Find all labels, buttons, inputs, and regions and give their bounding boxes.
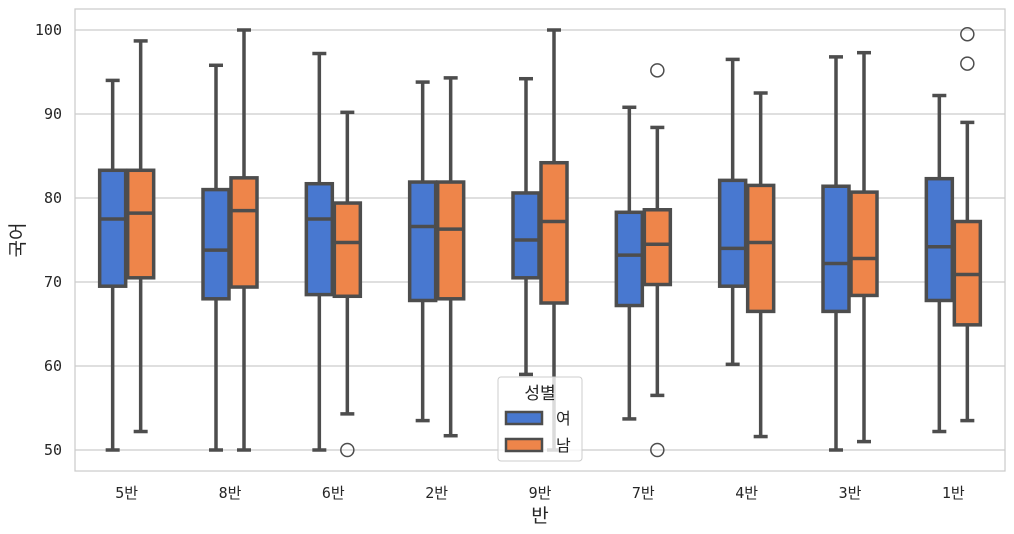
y-tick-label: 60	[44, 357, 62, 375]
box-남-6반	[332, 110, 363, 458]
x-tick-label: 1반	[942, 484, 965, 502]
plot-frame	[74, 8, 1006, 472]
box-body	[304, 181, 335, 297]
box-group	[97, 26, 983, 458]
box-남-5반	[125, 39, 156, 434]
box-body	[717, 178, 748, 288]
x-axis-title: 반	[531, 505, 548, 527]
y-axis-title: 국어	[7, 223, 29, 258]
box-body	[407, 180, 438, 303]
box-body	[539, 160, 569, 305]
box-body	[924, 176, 955, 303]
legend-swatch-male	[504, 437, 544, 453]
box-body	[821, 184, 851, 314]
y-tick-label: 80	[44, 189, 62, 207]
box-남-1반	[952, 26, 983, 423]
x-tick-label: 3반	[839, 484, 862, 502]
legend-swatch-female	[504, 410, 544, 426]
y-tick-label: 100	[35, 21, 62, 39]
box-남-9반	[539, 28, 569, 452]
box-body	[849, 190, 879, 298]
legend-label-female: 여	[556, 409, 571, 428]
outlier-point	[650, 442, 665, 458]
x-tick-label: 2반	[425, 484, 448, 502]
x-tick-label: 5반	[115, 484, 138, 502]
box-여-8반	[201, 63, 231, 452]
y-tick-label: 70	[44, 273, 62, 291]
box-여-3반	[821, 55, 851, 452]
box-남-2반	[435, 76, 466, 438]
x-tick-label: 9반	[529, 484, 552, 502]
box-body	[97, 168, 128, 288]
box-body	[332, 201, 363, 299]
x-tick-label: 8반	[219, 484, 242, 502]
y-axis-ticks: 50 60 70 80 90 100	[35, 21, 62, 459]
box-여-9반	[511, 76, 541, 377]
outlier-point	[340, 442, 355, 458]
box-body	[511, 191, 541, 280]
box-여-1반	[924, 93, 955, 434]
box-body	[201, 187, 231, 301]
box-여-4반	[717, 57, 748, 367]
x-axis-ticks: 5반 8반 6반 2반 9반 7반 4반 3반 1반	[115, 484, 965, 502]
box-body	[642, 208, 673, 287]
box-body	[125, 168, 156, 280]
box-여-7반	[614, 105, 645, 421]
box-여-2반	[407, 80, 438, 423]
box-남-7반	[642, 63, 673, 458]
legend-label-male: 남	[556, 436, 571, 455]
x-tick-label: 6반	[322, 484, 345, 502]
outlier-point	[650, 63, 665, 78]
box-body	[614, 210, 645, 308]
x-tick-label: 4반	[735, 484, 758, 502]
box-남-4반	[745, 91, 776, 439]
legend: 성별 여 남	[497, 376, 583, 462]
y-tick-label: 90	[44, 105, 62, 123]
y-tick-label: 50	[44, 441, 62, 459]
box-여-6반	[304, 51, 335, 452]
box-body	[435, 180, 466, 301]
box-여-5반	[97, 78, 128, 452]
box-남-8반	[229, 28, 259, 452]
box-남-3반	[849, 50, 879, 444]
box-body	[745, 183, 776, 314]
outlier-point	[960, 56, 975, 71]
legend-title: 성별	[524, 384, 555, 404]
x-tick-label: 7반	[632, 484, 655, 502]
box-body	[229, 176, 259, 289]
outlier-point	[960, 26, 975, 42]
